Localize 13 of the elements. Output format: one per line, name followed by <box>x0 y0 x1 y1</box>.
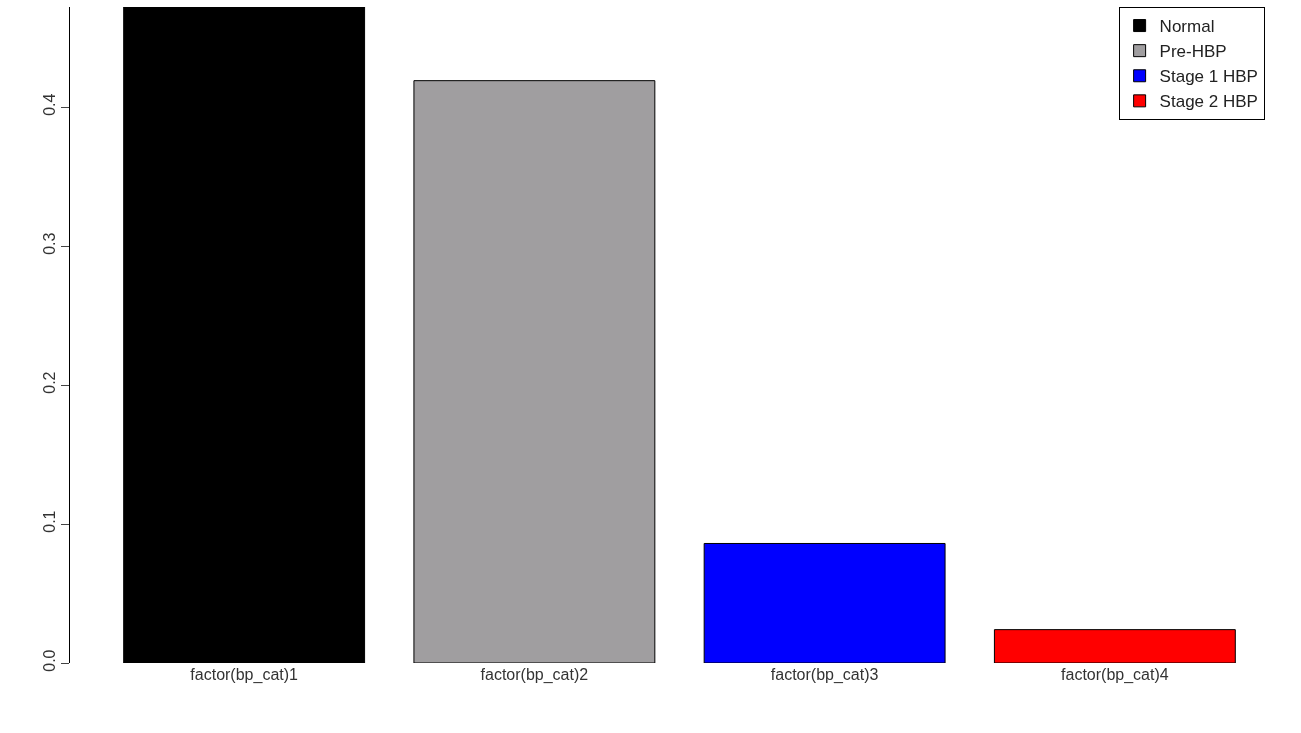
legend-label: Normal <box>1159 17 1215 37</box>
y-tick-label: 0.1 <box>40 510 58 533</box>
legend-label: Stage 1 HBP <box>1159 67 1258 87</box>
x-tick-label: factor(bp_cat)4 <box>1061 666 1169 684</box>
y-tick-label: 0.4 <box>40 93 58 116</box>
legend-label: Pre-HBP <box>1159 42 1227 62</box>
y-tick-label: 0.0 <box>40 649 58 672</box>
x-tick-label: factor(bp_cat)1 <box>190 666 299 684</box>
legend-label: Stage 2 HBP <box>1159 92 1258 112</box>
y-tick-label: 0.2 <box>40 371 58 394</box>
y-tick-label: 0.3 <box>40 232 58 255</box>
x-tick-label: factor(bp_cat)3 <box>770 666 879 684</box>
x-tick-label: factor(bp_cat)2 <box>480 666 589 684</box>
